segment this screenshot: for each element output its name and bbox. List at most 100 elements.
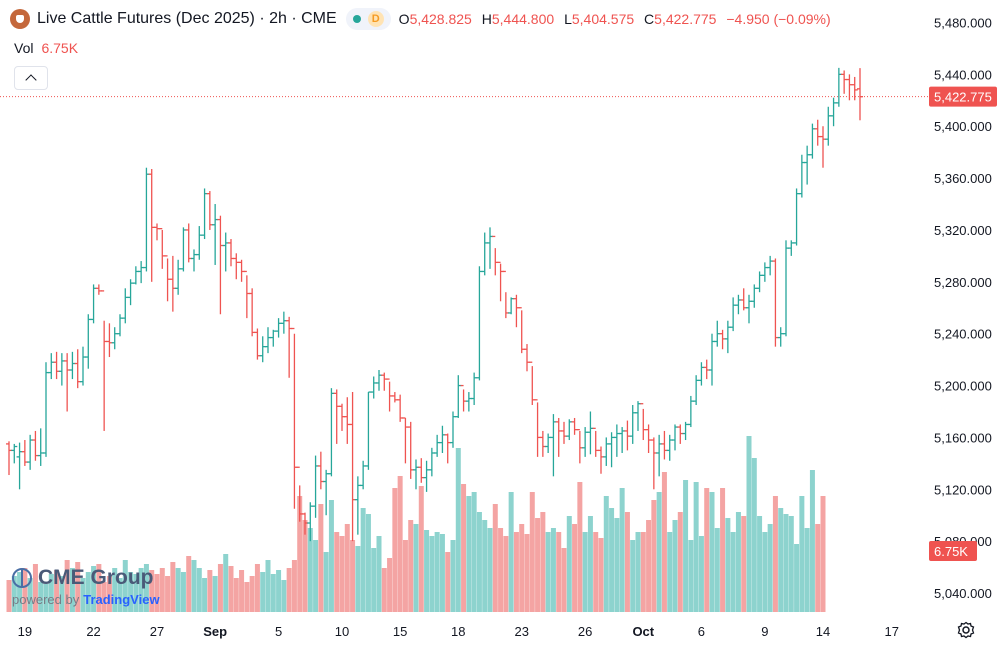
- ohlc-bar: [101, 290, 108, 431]
- cattle-logo-icon: [10, 9, 30, 29]
- ohlc-bar: [672, 424, 678, 451]
- volume-bar: [503, 536, 509, 612]
- ohlc-bar: [518, 307, 525, 354]
- volume-bar: [334, 532, 340, 612]
- ohlc-bar: [730, 297, 737, 332]
- volume-bar: [424, 530, 430, 612]
- volume-bar: [154, 574, 160, 612]
- volume-bar: [651, 500, 657, 612]
- volume-legend[interactable]: Vol 6.75K: [14, 40, 78, 56]
- time-tick-label: 22: [86, 624, 100, 639]
- open-key: O: [398, 11, 410, 27]
- volume-bar: [587, 516, 593, 612]
- volume-bar: [323, 552, 329, 612]
- collapse-legend-button[interactable]: [14, 66, 48, 90]
- volume-bar: [22, 568, 28, 612]
- volume-bar: [466, 496, 472, 612]
- volume-bar: [392, 488, 398, 612]
- volume-bar: [772, 496, 778, 612]
- volume-bar: [445, 552, 451, 612]
- volume-bar: [307, 528, 313, 612]
- price-tick-label: 5,400.000: [934, 119, 992, 134]
- time-tick-label: 26: [578, 624, 592, 639]
- volume-bar: [128, 572, 134, 612]
- volume-bar: [471, 492, 477, 612]
- status-pill[interactable]: D: [345, 8, 391, 30]
- volume-bar: [487, 528, 493, 612]
- volume-bar: [492, 504, 498, 612]
- ohlc-bar: [772, 258, 779, 347]
- ohlc-bar: [222, 232, 229, 272]
- ohlc-bar: [465, 392, 472, 412]
- ohlc-bar: [645, 424, 652, 453]
- time-tick-label: 18: [451, 624, 465, 639]
- volume-bar: [350, 540, 356, 612]
- ohlc-bar: [735, 294, 742, 315]
- ohlc-bar: [798, 154, 805, 198]
- volume-bar: [603, 496, 609, 612]
- ohlc-bar: [391, 392, 398, 403]
- volume-bar: [260, 572, 266, 612]
- volume-bar: [529, 492, 535, 612]
- ohlc-bar: [291, 327, 298, 509]
- ohlc-bar: [169, 255, 176, 312]
- ohlc-bar: [413, 459, 419, 490]
- volume-bar: [212, 576, 218, 612]
- ohlc-bar: [397, 394, 404, 422]
- volume-bar: [498, 528, 504, 612]
- volume-bar: [556, 532, 562, 612]
- symbol-legend[interactable]: Live Cattle Futures (Dec 2025) · 2h · CM…: [10, 8, 837, 30]
- volume-bar: [593, 532, 599, 612]
- volume-bar: [228, 566, 234, 612]
- time-tick-label: 15: [393, 624, 407, 639]
- ohlc-bar: [64, 353, 71, 412]
- volume-bar: [524, 534, 530, 612]
- volume-bar: [693, 482, 699, 612]
- ohlc-bar: [407, 421, 414, 479]
- ohlc-bar: [148, 169, 155, 282]
- ohlc-bar: [354, 476, 361, 535]
- volume-bar: [508, 492, 514, 612]
- volume-bar: [85, 572, 91, 612]
- volume-bar: [344, 524, 350, 612]
- volume-bar: [371, 548, 377, 612]
- ohlc-bar: [143, 167, 150, 272]
- volume-bar: [730, 532, 736, 612]
- ohlc-bar: [608, 432, 615, 468]
- ohlc-bar: [640, 403, 647, 441]
- volume-bar: [175, 568, 181, 612]
- time-tick-label: Oct: [632, 624, 654, 639]
- data-mode-badge: D: [367, 11, 384, 27]
- volume-bar: [239, 570, 245, 612]
- ohlc-bar: [217, 215, 224, 315]
- branding-watermark: CME Group powered by TradingView: [12, 566, 160, 607]
- volume-legend-label: Vol: [14, 40, 34, 56]
- ohlc-bar: [592, 427, 599, 457]
- ohlc-bar: [460, 384, 467, 412]
- volume-bar: [32, 564, 38, 612]
- volume-bar: [376, 536, 382, 612]
- ohlc-bar: [286, 316, 293, 378]
- ohlc-bar: [265, 327, 271, 354]
- volume-bar: [577, 482, 583, 612]
- volume-bar: [598, 538, 604, 612]
- ohlc-bar: [788, 240, 795, 256]
- volume-bar: [640, 532, 646, 612]
- gear-icon[interactable]: [957, 621, 975, 639]
- volume-bar: [328, 500, 334, 612]
- volume-bar: [223, 554, 229, 612]
- volume-bar: [143, 564, 149, 612]
- close-value: 5,422.775: [654, 11, 717, 27]
- volume-bar: [170, 562, 176, 612]
- volume-bar: [196, 568, 202, 612]
- symbol-title[interactable]: Live Cattle Futures (Dec 2025) · 2h · CM…: [37, 10, 337, 27]
- ohlc-bar: [841, 70, 848, 94]
- open-value: 5,428.825: [409, 11, 472, 27]
- ohlc-bar: [228, 239, 234, 267]
- ohlc-bar: [598, 446, 604, 474]
- ohlc-bar: [339, 403, 345, 431]
- volume-bar: [69, 568, 75, 612]
- volume-bar: [439, 534, 445, 612]
- ohlc-bar: [74, 349, 81, 389]
